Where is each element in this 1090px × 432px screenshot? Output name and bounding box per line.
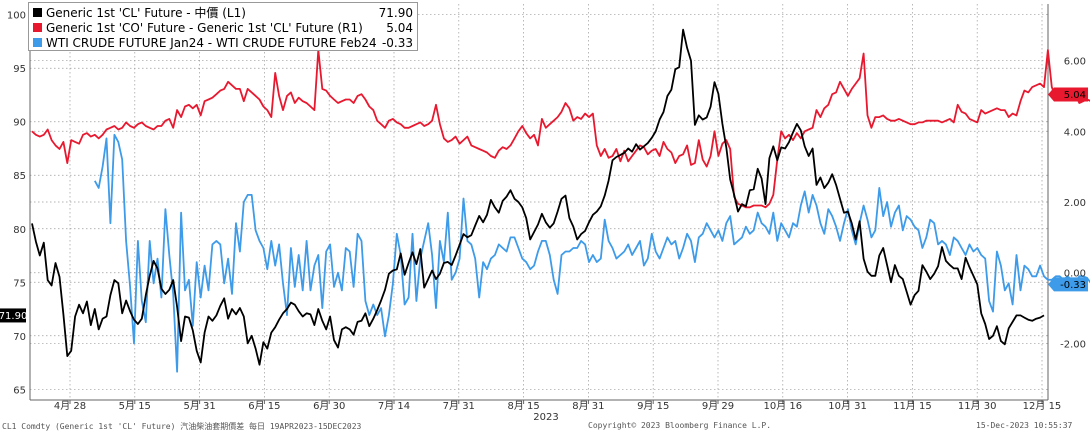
- footer-copyright: Copyright© 2023 Bloomberg Finance L.P.: [588, 421, 772, 430]
- right-tick-label: 0.00: [1064, 269, 1086, 280]
- legend: Generic 1st 'CL' Future - 中價 (L1) 71.90 …: [28, 2, 418, 51]
- x-tick-label: 5月 31: [183, 400, 215, 412]
- last-value-tag-2: [1048, 277, 1088, 292]
- series-layer: 71.90 5.04 -0.33: [0, 28, 1090, 373]
- x-tick-label: 11月 15: [893, 400, 932, 412]
- left-tick-label: 85: [13, 171, 26, 182]
- x-tick-label: 6月 15: [248, 400, 280, 412]
- x-tick-label: 8月 15: [507, 400, 539, 412]
- x-tick-label: 11月 30: [958, 400, 997, 412]
- legend-swatch-wti: [33, 38, 42, 47]
- left-tick-label: 100: [7, 11, 26, 22]
- axes: [29, 4, 1049, 404]
- x-tick-label: 9月 29: [702, 400, 734, 412]
- series-line-2: [94, 133, 1090, 373]
- last-value-tag-0: [0, 308, 26, 323]
- x-axis-label: 2023: [533, 412, 558, 423]
- left-tick-label: 90: [13, 118, 26, 129]
- right-tick-label: 2.00: [1064, 198, 1086, 209]
- footer-security: CL1 Comdty (Generic 1st 'CL' Future) 汽油柴…: [2, 422, 362, 431]
- x-tick-label: 10月 31: [828, 400, 867, 412]
- footer-timestamp: 15-Dec-2023 10:55:37: [976, 421, 1073, 430]
- left-tick-label: 95: [13, 64, 26, 75]
- x-tick-label: 4月 28: [54, 400, 86, 412]
- right-tick-label: 6.00: [1064, 57, 1086, 68]
- x-tick-label: 10月 16: [763, 400, 802, 412]
- legend-value-wti: -0.33: [381, 35, 413, 50]
- legend-value-spread: 5.04: [386, 20, 413, 35]
- legend-value-cl: 71.90: [378, 5, 413, 20]
- grid-lines: [30, 4, 1048, 400]
- x-tick-label: 7月 14: [378, 400, 410, 412]
- x-tick-label: 5月 15: [119, 400, 151, 412]
- legend-entry-cl: Generic 1st 'CL' Future - 中價 (L1) 71.90: [33, 5, 413, 20]
- left-tick-label: 70: [13, 332, 26, 343]
- legend-name-wti: WTI CRUDE FUTURE Jan24 - WTI CRUDE FUTUR…: [46, 35, 376, 50]
- legend-swatch-cl: [33, 8, 42, 17]
- x-tick-label: 6月 30: [313, 400, 345, 412]
- right-tick-label: -2.00: [1060, 339, 1086, 350]
- x-tick-label: 12月 15: [1023, 400, 1062, 412]
- legend-name-cl: Generic 1st 'CL' Future - 中價 (L1): [46, 6, 246, 20]
- legend-swatch-spread: [33, 23, 42, 32]
- x-tick-label: 7月 31: [443, 400, 475, 412]
- series-line-1: [31, 49, 1090, 209]
- right-tick-label: 4.00: [1064, 127, 1086, 138]
- legend-entry-spread: Generic 1st 'CO' Future - Generic 1st 'C…: [33, 20, 413, 35]
- last-value-label: -0.33: [1060, 280, 1086, 291]
- axis-labels: 65 70 75 80 85 90 95 100 -2.00 0.00 2.00 4.00 6.00 4月…: [7, 11, 1086, 423]
- last-value-label: 71.90: [0, 311, 27, 322]
- last-value-tag-1: [1048, 87, 1088, 102]
- legend-name-spread: Generic 1st 'CO' Future - Generic 1st 'C…: [46, 20, 363, 35]
- last-value-label: 5.04: [1064, 90, 1086, 101]
- series-line-0: [31, 28, 1045, 366]
- x-tick-label: 8月 31: [572, 400, 604, 412]
- left-tick-label: 80: [13, 225, 26, 236]
- x-tick-label: 9月 15: [637, 400, 669, 412]
- left-tick-label: 75: [13, 278, 26, 289]
- legend-entry-wti: WTI CRUDE FUTURE Jan24 - WTI CRUDE FUTUR…: [33, 35, 413, 50]
- left-tick-label: 65: [13, 385, 26, 396]
